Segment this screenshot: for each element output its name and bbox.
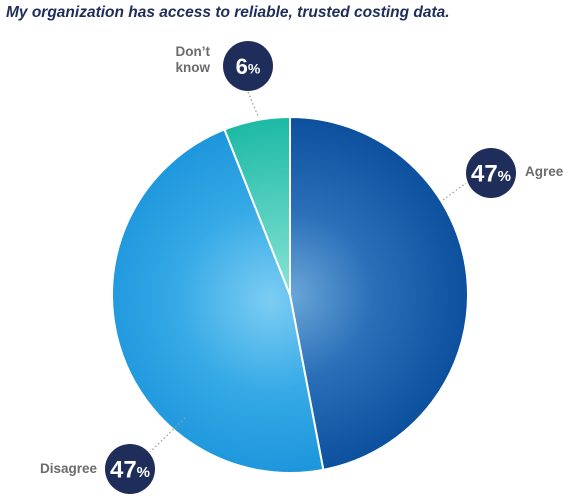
percent-badge-disagree <box>105 444 155 494</box>
data-label-don-t-know: 6% <box>236 54 261 79</box>
percent-badge-agree <box>466 148 516 198</box>
pie-slice-disagree <box>111 128 325 475</box>
leader-line-don-t-know <box>247 91 259 117</box>
category-label-disagree: Disagree <box>40 461 98 476</box>
percent-badge-don-t-know <box>223 41 273 91</box>
leader-line-agree <box>442 182 467 201</box>
category-label-agree: Agree <box>525 164 564 179</box>
category-label-don-t-know: Don’t know <box>175 44 210 75</box>
data-label-disagree: 47% <box>110 457 150 484</box>
pie-slice-agree <box>289 115 469 472</box>
data-label-agree: 47% <box>471 161 511 188</box>
chart-title: My organization has access to reliable, … <box>6 4 450 21</box>
leader-line-disagree <box>149 417 186 453</box>
pie-slice-don-t-know <box>223 115 291 296</box>
